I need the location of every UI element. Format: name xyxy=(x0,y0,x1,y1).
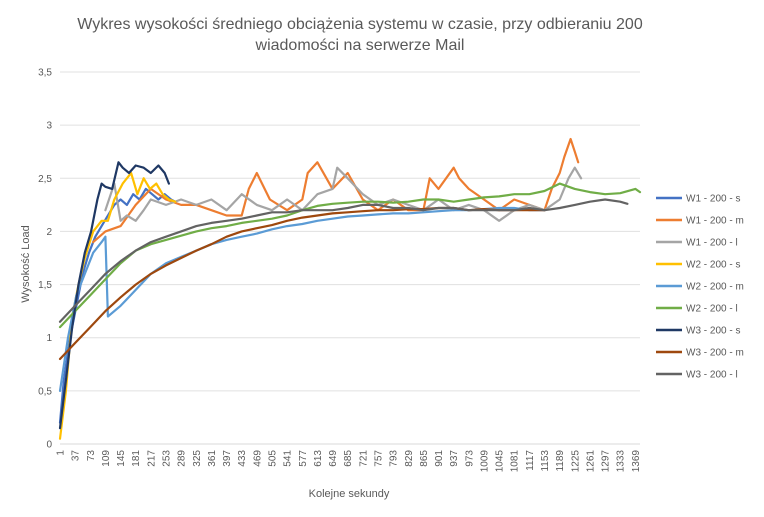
x-tick-label: 289 xyxy=(177,450,188,467)
x-axis-title: Kolejne sekundy xyxy=(309,488,390,500)
x-tick-label: 505 xyxy=(267,450,278,467)
series-line-7 xyxy=(58,161,170,430)
chart-title-line-2: wiadomości na serwerze Mail xyxy=(255,37,465,54)
series-line-2 xyxy=(92,137,580,244)
x-tick-label: 469 xyxy=(252,450,263,467)
x-tick-label: 433 xyxy=(237,450,248,467)
x-tick-label: 613 xyxy=(313,450,324,467)
x-tick-label: 37 xyxy=(71,450,82,462)
x-tick-label: 1 xyxy=(56,450,67,456)
y-axis-ticks: 0 0,5 1 1,5 2 2,5 3 3,5 xyxy=(38,68,52,451)
x-tick-label: 1333 xyxy=(616,450,627,473)
x-tick-label: 217 xyxy=(146,450,157,467)
series-line-1 xyxy=(58,187,177,424)
series-line-5 xyxy=(58,206,546,392)
series-line-3 xyxy=(104,166,583,222)
series-line-9 xyxy=(58,198,629,323)
legend-label: W1 - 200 - m xyxy=(686,216,744,227)
x-tick-label: 1153 xyxy=(540,450,551,472)
x-tick-label: 901 xyxy=(434,450,445,467)
y-tick-label: 3 xyxy=(46,121,52,132)
x-tick-label: 541 xyxy=(283,450,294,467)
series-line-6 xyxy=(58,182,642,329)
x-tick-label: 1081 xyxy=(510,450,521,473)
chart-title-line-1: Wykres wysokości średniego obciążenia sy… xyxy=(77,16,643,33)
x-tick-label: 253 xyxy=(161,450,172,467)
x-tick-label: 1189 xyxy=(555,450,566,472)
x-tick-label: 361 xyxy=(207,450,218,467)
x-tick-label: 325 xyxy=(192,450,203,467)
series-lines xyxy=(58,137,642,440)
x-tick-label: 145 xyxy=(116,450,127,467)
x-tick-label: 1045 xyxy=(495,450,506,473)
x-tick-label: 649 xyxy=(328,450,339,467)
legend-label: W1 - 200 - l xyxy=(686,238,738,249)
y-tick-label: 0 xyxy=(46,440,52,451)
x-tick-label: 73 xyxy=(86,450,97,462)
y-tick-label: 3,5 xyxy=(38,68,52,79)
x-tick-label: 109 xyxy=(101,450,112,467)
x-tick-label: 1009 xyxy=(479,450,490,473)
series-line-8 xyxy=(58,206,546,361)
y-tick-label: 1 xyxy=(46,333,52,344)
legend: W1 - 200 - s W1 - 200 - m W1 - 200 - l W2 -… xyxy=(656,194,744,381)
legend-label: W2 - 200 - s xyxy=(686,260,740,271)
legend-label: W3 - 200 - m xyxy=(686,348,744,359)
x-tick-label: 829 xyxy=(404,450,415,467)
x-tick-label: 1369 xyxy=(631,450,642,473)
x-tick-label: 181 xyxy=(131,450,142,467)
gridlines xyxy=(60,71,640,392)
y-tick-label: 2 xyxy=(46,227,52,238)
legend-label: W3 - 200 - s xyxy=(686,326,740,337)
y-axis-title: Wysokość Load xyxy=(20,225,32,303)
y-tick-label: 2,5 xyxy=(38,174,52,185)
x-tick-label: 685 xyxy=(343,450,354,467)
x-tick-label: 865 xyxy=(419,450,430,467)
x-tick-label: 1297 xyxy=(601,450,612,473)
legend-label: W2 - 200 - l xyxy=(686,304,738,315)
legend-label: W2 - 200 - m xyxy=(686,282,744,293)
y-tick-label: 0,5 xyxy=(38,386,52,397)
x-tick-label: 793 xyxy=(389,450,400,467)
legend-label: W1 - 200 - s xyxy=(686,194,740,205)
x-tick-label: 577 xyxy=(298,450,309,467)
x-tick-label: 1225 xyxy=(570,450,581,473)
x-tick-label: 1261 xyxy=(585,450,596,473)
x-tick-label: 937 xyxy=(449,450,460,467)
legend-label: W3 - 200 - l xyxy=(686,370,738,381)
x-tick-label: 397 xyxy=(222,450,233,467)
x-tick-label: 757 xyxy=(373,450,384,467)
x-tick-label: 973 xyxy=(464,450,475,467)
x-tick-label: 1117 xyxy=(525,450,536,471)
y-tick-label: 1,5 xyxy=(38,280,52,291)
x-tick-label: 721 xyxy=(358,450,369,467)
x-axis-ticks: 1 37 73 109 145 181 217 253 289 325 361 397 433 469 50… xyxy=(56,450,642,473)
